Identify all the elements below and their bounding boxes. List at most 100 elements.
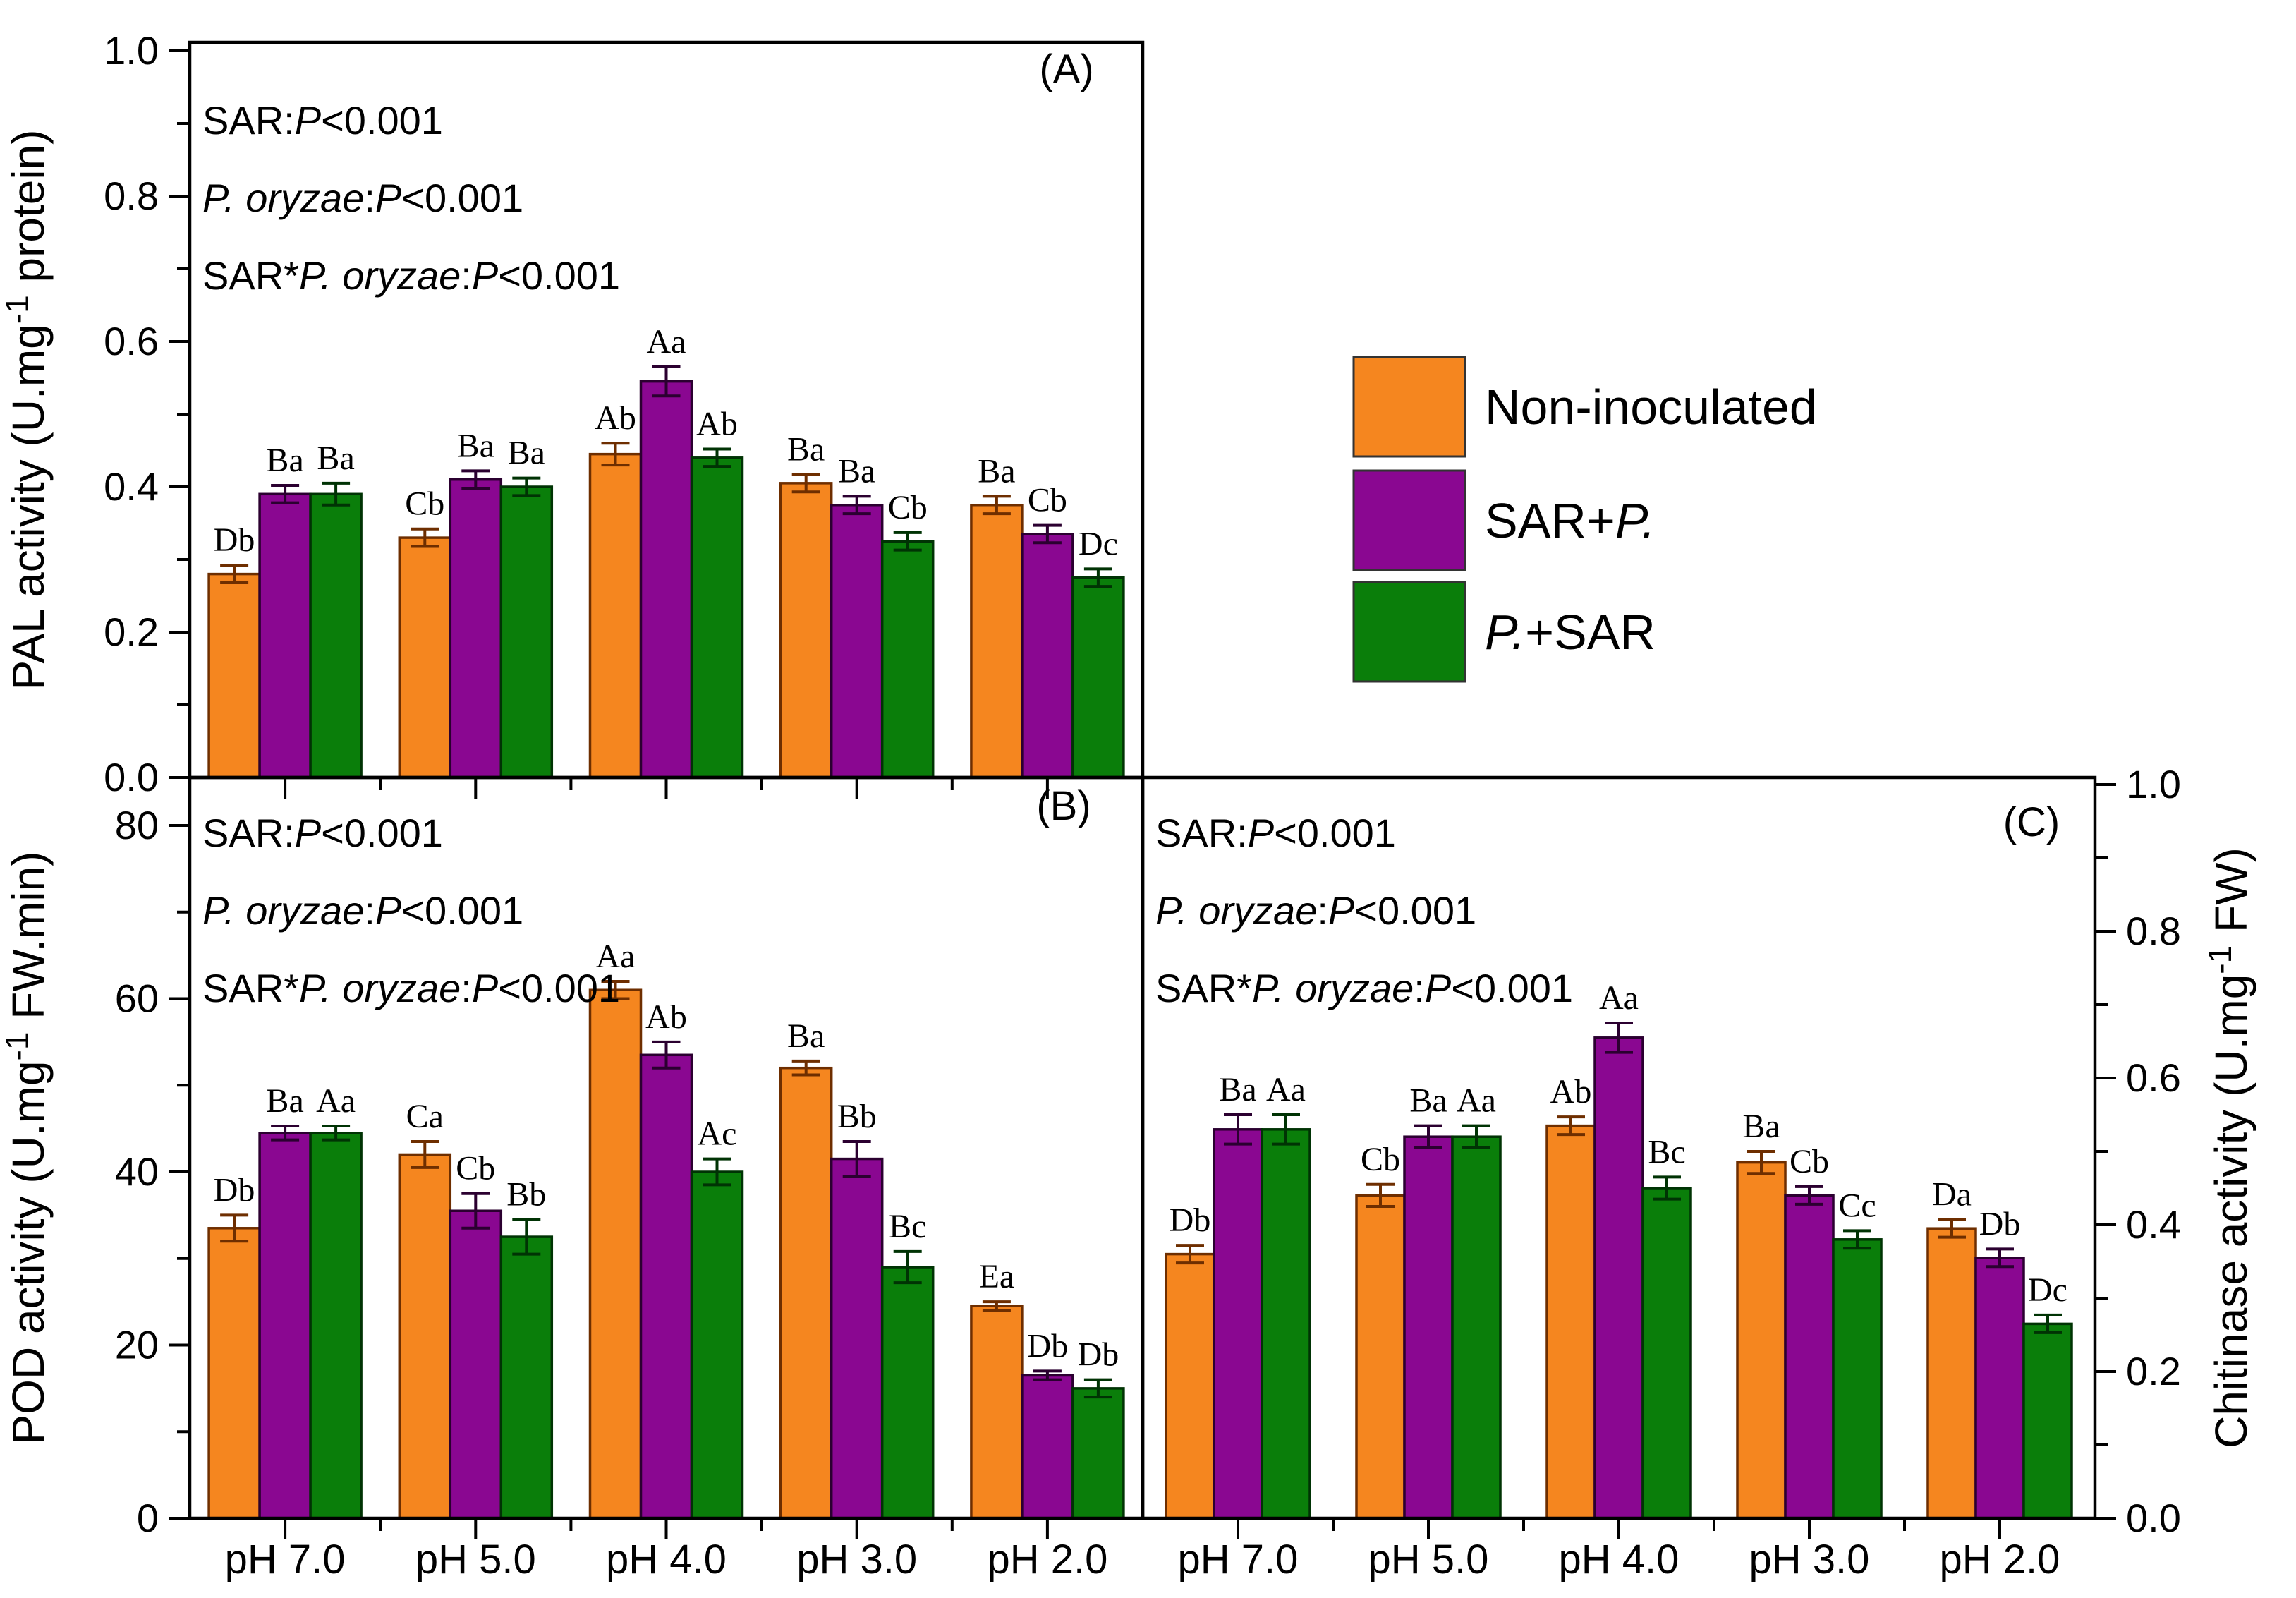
bar-C-pH3.0-sar_p	[1784, 1194, 1835, 1520]
panel-C: Db Cb Ab Ba Da Ba Ba Aa Cb Db Aa Aa Bc Cc Dc pH 7.0 pH 5…	[1141, 762, 2256, 1582]
sig-letter: Cb	[456, 1150, 495, 1187]
sig-letter: Da	[1932, 1176, 1972, 1213]
bar-C-pH2.0-sar_p	[1974, 1257, 2025, 1520]
bar-B-pH3.0-p_sar	[880, 1266, 935, 1520]
bar-C-pH5.0-sar_p	[1403, 1135, 1454, 1520]
sig-letter: Aa	[1457, 1082, 1496, 1120]
y-tick-label: 80	[115, 803, 159, 847]
bar-A-pH3.0-p_sar	[880, 540, 935, 779]
sig-letter: Cb	[888, 489, 928, 526]
bar-C-pH5.0-non_inoculated	[1355, 1194, 1406, 1520]
y-tick-label: 0	[137, 1496, 159, 1540]
sig-letter: Ba	[1742, 1108, 1780, 1145]
x-tick-label: pH 7.0	[1178, 1537, 1299, 1582]
bar-A-pH2.0-sar_p	[1021, 533, 1074, 779]
y-tick-label: 1.0	[2126, 762, 2181, 806]
x-tick-label: pH 7.0	[225, 1537, 346, 1582]
sig-letter: Ba	[787, 1017, 825, 1055]
sig-letter: Ba	[317, 440, 354, 477]
bar-B-pH4.0-p_sar	[690, 1170, 744, 1520]
panel-box-C	[1141, 775, 2097, 1520]
sig-letter: Db	[214, 1171, 255, 1209]
y-axis-title-B: POD activity (U.mg-1 FW.min)	[0, 851, 54, 1444]
stats-line-2: P. oryzae:P<0.001	[202, 888, 523, 933]
legend-label-p_sar: P.+SAR	[1485, 605, 1656, 660]
sig-letter: Ba	[457, 427, 494, 464]
stats-line-3: SAR*P. oryzae:P<0.001	[1155, 966, 1573, 1010]
bar-C-pH2.0-p_sar	[2022, 1322, 2073, 1520]
bar-A-pH2.0-non_inoculated	[970, 504, 1024, 779]
bar-B-pH4.0-non_inoculated	[588, 988, 643, 1520]
sig-letter: Ba	[787, 430, 825, 468]
bar-B-pH7.0-sar_p	[258, 1132, 312, 1520]
sig-letter: Ba	[508, 435, 545, 472]
y-axis-title-A: PAL activity (U.mg-1 protein)	[0, 130, 54, 691]
x-tick-label: pH 2.0	[1940, 1537, 2060, 1582]
bar-C-pH3.0-p_sar	[1832, 1238, 1883, 1520]
y-tick-label: 0.4	[2126, 1202, 2181, 1247]
sig-letter: Bb	[506, 1176, 546, 1213]
bar-C-pH4.0-sar_p	[1593, 1036, 1644, 1520]
stats-line-1: SAR:P<0.001	[202, 811, 443, 855]
bar-B-pH4.0-sar_p	[639, 1053, 693, 1520]
stats-line-2: P. oryzae:P<0.001	[1155, 888, 1476, 933]
bar-C-pH7.0-p_sar	[1261, 1128, 1311, 1520]
legend-label-sar_p: SAR+P.	[1485, 493, 1656, 548]
legend-swatch-sar_p	[1352, 469, 1466, 571]
y-tick-label: 0.6	[2126, 1055, 2181, 1100]
stats-line-3: SAR*P. oryzae:P<0.001	[202, 966, 620, 1010]
y-tick-label: 0.2	[104, 610, 159, 654]
bar-A-pH2.0-p_sar	[1071, 576, 1125, 779]
bar-B-pH7.0-p_sar	[309, 1132, 363, 1520]
bar-A-pH7.0-sar_p	[258, 492, 312, 779]
bar-B-pH2.0-non_inoculated	[970, 1305, 1024, 1520]
sig-letter: Aa	[596, 938, 636, 975]
x-tick-label: pH 4.0	[606, 1537, 727, 1582]
sig-letter: Db	[1979, 1205, 2021, 1242]
y-axis-title-C: Chitinase activity (U.mg-1 FW)	[2201, 847, 2256, 1448]
bar-C-pH7.0-non_inoculated	[1165, 1252, 1215, 1520]
sig-letter: Ba	[266, 442, 303, 479]
sig-letter: Bc	[1648, 1133, 1685, 1170]
stats-line-3: SAR*P. oryzae:P<0.001	[202, 253, 620, 298]
bar-A-pH3.0-sar_p	[830, 504, 884, 779]
legend-swatch-non_inoculated	[1352, 356, 1466, 458]
panel-letter-B: (B)	[1036, 783, 1091, 829]
panel-A: Db Cb Ab Ba Ba Ba Ba Aa Ba Cb Ba Ba Ab Cb Dc 0.0 0.2 0.4 0…	[0, 28, 1145, 799]
sig-letter: Ab	[1550, 1073, 1592, 1110]
x-tick-label: pH 2.0	[987, 1537, 1107, 1582]
x-tick-label: pH 3.0	[1749, 1537, 1870, 1582]
bar-B-pH2.0-sar_p	[1021, 1374, 1074, 1520]
sig-letter: Ca	[406, 1098, 444, 1135]
panel-letter-C: (C)	[2003, 799, 2060, 845]
bar-C-pH4.0-non_inoculated	[1545, 1124, 1596, 1520]
y-tick-label: 1.0	[104, 28, 159, 73]
sig-letter: Dc	[1079, 525, 1118, 562]
x-tick-label: pH 4.0	[1559, 1537, 1680, 1582]
sig-letter: Ba	[1409, 1082, 1447, 1120]
sig-letter: Aa	[1599, 979, 1639, 1017]
y-tick-label: 20	[115, 1323, 159, 1367]
y-tick-label: 0.8	[104, 174, 159, 218]
bar-B-pH2.0-p_sar	[1071, 1387, 1125, 1520]
x-tick-label: pH 3.0	[796, 1537, 917, 1582]
bar-B-pH3.0-non_inoculated	[779, 1066, 833, 1520]
bar-A-pH5.0-p_sar	[499, 485, 554, 779]
stats-line-1: SAR:P<0.001	[202, 98, 443, 143]
sig-letter: Db	[214, 521, 255, 559]
sig-letter: Db	[1170, 1201, 1211, 1239]
y-tick-label: 40	[115, 1149, 159, 1194]
sig-letter: Ba	[838, 452, 875, 490]
bar-A-pH4.0-sar_p	[639, 380, 693, 779]
y-tick-label: 0.0	[104, 755, 159, 799]
sig-letter: Ba	[978, 452, 1015, 490]
stats-line-1: SAR:P<0.001	[1155, 811, 1396, 855]
sig-letter: Cb	[1790, 1143, 1829, 1180]
bar-B-pH5.0-sar_p	[449, 1209, 503, 1520]
sig-letter: Dc	[2028, 1271, 2067, 1309]
legend-swatch-p_sar	[1352, 581, 1466, 683]
bar-C-pH7.0-sar_p	[1213, 1128, 1263, 1520]
sig-letter: Ea	[979, 1258, 1015, 1295]
